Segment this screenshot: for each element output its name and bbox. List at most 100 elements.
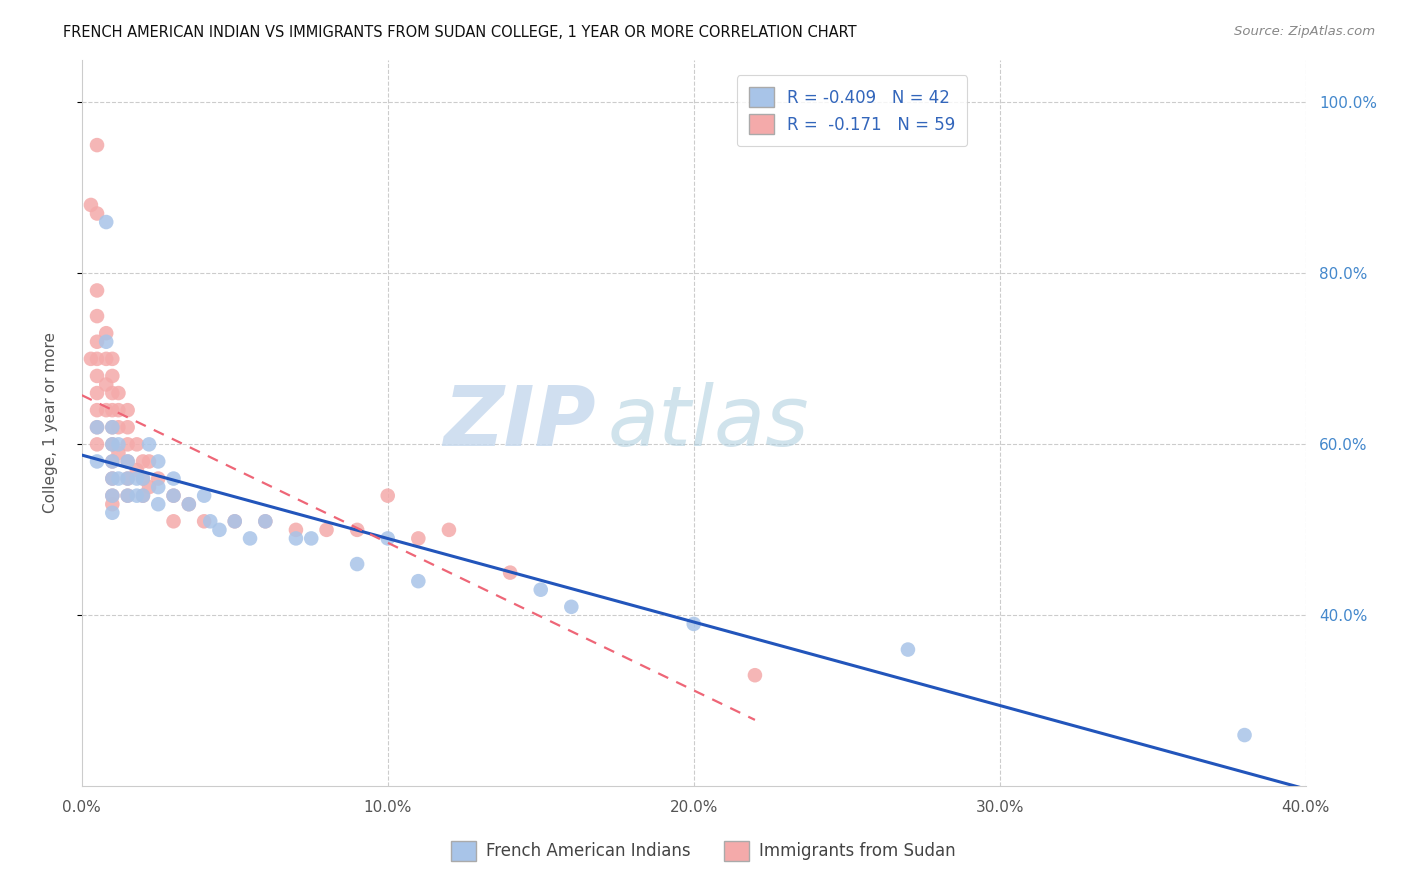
Point: [101, 454, 124, 468]
Point: [408, 532, 430, 546]
Point: [117, 454, 139, 468]
Point: [107, 472, 129, 486]
Point: [80, 351, 103, 366]
Point: [377, 532, 399, 546]
Point: [148, 480, 170, 494]
Point: [101, 489, 124, 503]
Point: [101, 420, 124, 434]
Point: [86, 454, 108, 468]
Point: [132, 489, 155, 503]
Point: [96, 351, 118, 366]
Point: [125, 437, 148, 451]
Point: [138, 480, 160, 494]
Text: Source: ZipAtlas.com: Source: ZipAtlas.com: [1234, 25, 1375, 38]
Point: [86, 309, 108, 323]
Text: FRENCH AMERICAN INDIAN VS IMMIGRANTS FROM SUDAN COLLEGE, 1 YEAR OR MORE CORRELAT: FRENCH AMERICAN INDIAN VS IMMIGRANTS FRO…: [63, 25, 856, 40]
Point: [148, 497, 170, 511]
Point: [101, 420, 124, 434]
Point: [86, 437, 108, 451]
Point: [284, 532, 307, 546]
Point: [499, 566, 522, 580]
Point: [132, 472, 155, 486]
Point: [437, 523, 460, 537]
Point: [200, 514, 222, 528]
Point: [897, 642, 920, 657]
Point: [162, 472, 184, 486]
Point: [117, 472, 139, 486]
Point: [80, 198, 103, 212]
Point: [96, 215, 118, 229]
Point: [86, 386, 108, 401]
Legend: R = -0.409   N = 42, R =  -0.171   N = 59: R = -0.409 N = 42, R = -0.171 N = 59: [737, 75, 967, 146]
Point: [125, 472, 148, 486]
Point: [101, 437, 124, 451]
Point: [177, 497, 200, 511]
Point: [101, 403, 124, 417]
Point: [346, 557, 368, 571]
Point: [254, 514, 277, 528]
Point: [101, 472, 124, 486]
Point: [162, 489, 184, 503]
Point: [86, 368, 108, 383]
Point: [162, 514, 184, 528]
Point: [107, 420, 129, 434]
Point: [86, 284, 108, 298]
Point: [107, 403, 129, 417]
Point: [101, 497, 124, 511]
Point: [117, 489, 139, 503]
Point: [132, 472, 155, 486]
Point: [107, 446, 129, 460]
Point: [125, 489, 148, 503]
Point: [125, 463, 148, 477]
Point: [101, 506, 124, 520]
Point: [107, 386, 129, 401]
Point: [530, 582, 553, 597]
Point: [96, 326, 118, 341]
Point: [132, 489, 155, 503]
Point: [346, 523, 368, 537]
Point: [148, 472, 170, 486]
Point: [101, 472, 124, 486]
Point: [117, 489, 139, 503]
Y-axis label: College, 1 year or more: College, 1 year or more: [44, 333, 58, 514]
Point: [101, 351, 124, 366]
Point: [177, 497, 200, 511]
Point: [86, 138, 108, 153]
Point: [117, 403, 139, 417]
Point: [86, 206, 108, 220]
Point: [117, 420, 139, 434]
Point: [101, 489, 124, 503]
Point: [148, 454, 170, 468]
Point: [101, 368, 124, 383]
Point: [132, 454, 155, 468]
Point: [138, 454, 160, 468]
Point: [138, 437, 160, 451]
Point: [682, 616, 704, 631]
Point: [193, 514, 215, 528]
Point: [193, 489, 215, 503]
Legend: French American Indians, Immigrants from Sudan: French American Indians, Immigrants from…: [444, 834, 962, 868]
Point: [117, 454, 139, 468]
Point: [744, 668, 766, 682]
Point: [86, 420, 108, 434]
Point: [101, 437, 124, 451]
Point: [96, 334, 118, 349]
Point: [1233, 728, 1256, 742]
Point: [254, 514, 277, 528]
Point: [560, 599, 582, 614]
Point: [101, 454, 124, 468]
Text: ZIP: ZIP: [443, 383, 596, 464]
Point: [224, 514, 246, 528]
Point: [208, 523, 231, 537]
Point: [86, 334, 108, 349]
Point: [117, 472, 139, 486]
Point: [284, 523, 307, 537]
Point: [162, 489, 184, 503]
Point: [224, 514, 246, 528]
Point: [96, 377, 118, 392]
Text: atlas: atlas: [607, 383, 810, 464]
Point: [315, 523, 337, 537]
Point: [96, 403, 118, 417]
Point: [101, 386, 124, 401]
Point: [299, 532, 322, 546]
